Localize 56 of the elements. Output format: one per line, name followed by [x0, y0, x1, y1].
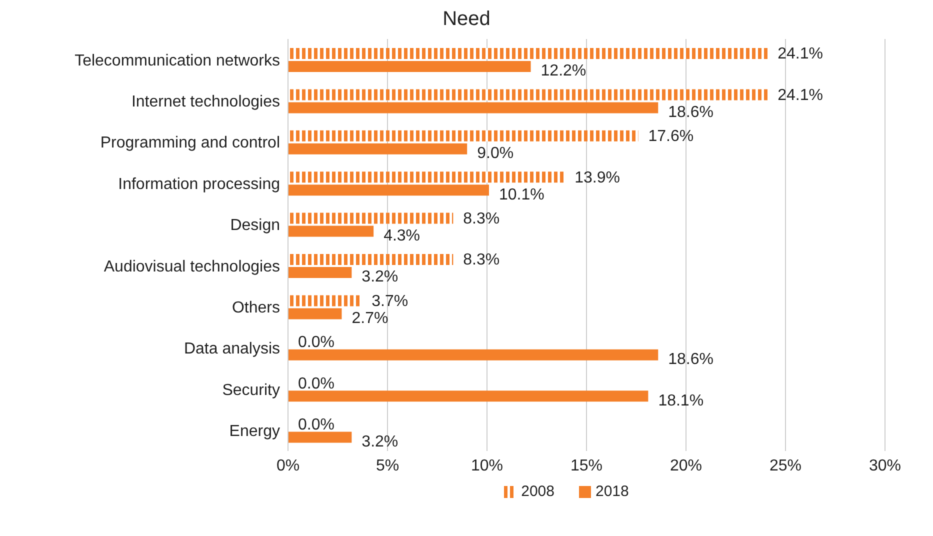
y-tick-label: Telecommunication networks [74, 52, 280, 70]
data-label: 0.0% [298, 375, 334, 392]
bar [288, 432, 352, 443]
data-label: 24.1% [778, 86, 823, 104]
bar [288, 254, 454, 265]
y-tick-label: Energy [229, 423, 280, 440]
x-tick-label: 15% [570, 457, 603, 474]
y-tick-label: Data analysis [184, 340, 280, 358]
bar [288, 89, 768, 100]
data-label: 10.1% [498, 186, 544, 204]
bar [288, 349, 658, 360]
bar [288, 212, 454, 224]
bar [288, 226, 374, 237]
chart-title: Need [442, 8, 492, 31]
x-tick-label: 25% [769, 457, 802, 474]
bar [288, 267, 352, 278]
data-label: 9.0% [477, 145, 514, 162]
x-tick-label: 30% [868, 457, 902, 474]
data-label: 3.2% [362, 268, 398, 286]
bar [288, 130, 638, 142]
data-label: 4.3% [384, 228, 420, 244]
data-label: 3.7% [372, 292, 408, 310]
y-tick-label: Programming and control [100, 134, 280, 152]
y-tick-label: Design [230, 217, 280, 234]
legend-label: 2018 [596, 483, 629, 500]
data-label: 12.2% [540, 62, 586, 80]
legend-label: 2008 [521, 483, 554, 500]
x-tick-label: 20% [670, 457, 702, 474]
bar [288, 48, 768, 59]
data-label: 18.6% [668, 104, 714, 121]
data-label: 17.6% [648, 128, 694, 146]
bar [288, 308, 342, 320]
x-tick-label: 0% [276, 457, 300, 474]
y-tick-label: Internet technologies [131, 93, 280, 110]
data-label: 18.6% [668, 351, 714, 368]
bar [288, 172, 565, 183]
bar [288, 390, 648, 402]
bar [288, 143, 468, 154]
bar [288, 184, 489, 196]
data-label: 8.3% [463, 210, 500, 228]
y-tick-label: Security [222, 382, 280, 399]
y-tick-label: Others [232, 299, 280, 316]
bar [288, 61, 531, 72]
y-tick-label: Information processing [118, 176, 280, 193]
data-label: 0.0% [298, 416, 334, 434]
data-label: 3.2% [362, 434, 398, 450]
data-label: 8.3% [463, 252, 500, 269]
x-tick-label: 5% [376, 457, 400, 474]
data-label: 13.9% [574, 169, 620, 186]
data-label: 24.1% [778, 46, 823, 63]
x-tick-label: 10% [470, 457, 504, 474]
y-tick-label: Audiovisual technologies [104, 258, 280, 276]
data-label: 0.0% [298, 334, 334, 352]
data-label: 18.1% [658, 392, 704, 410]
data-label: 2.7% [352, 310, 388, 327]
bar [288, 102, 658, 114]
